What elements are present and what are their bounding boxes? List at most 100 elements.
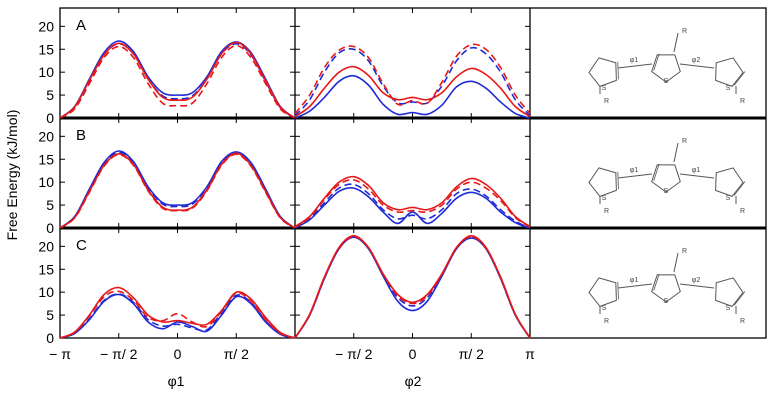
series-line-B-phi2-blue-solid bbox=[294, 187, 531, 229]
figure-frame bbox=[59, 7, 767, 339]
thiophene-ring bbox=[588, 277, 617, 307]
sulfur-label: S bbox=[664, 298, 669, 305]
substituent-label: R bbox=[740, 208, 745, 215]
thiophene-ring bbox=[651, 164, 681, 193]
substituent-label: R bbox=[682, 248, 687, 255]
inter-ring-bond bbox=[679, 63, 715, 69]
substituent-bond bbox=[673, 142, 679, 163]
series-line-C-phi2-red-solid bbox=[294, 234, 531, 339]
torsion-label-left: φ1 bbox=[630, 57, 639, 64]
series-line-C-phi1-red-solid bbox=[59, 286, 296, 339]
series-line-C-phi1-blue-dashed bbox=[59, 293, 296, 339]
series-line-A-phi1-blue-solid bbox=[59, 40, 296, 119]
double-bond bbox=[617, 281, 619, 300]
x-tick-label-phi2: π/ 2 bbox=[459, 346, 484, 362]
x-tick-label-phi1: − π/ 2 bbox=[100, 346, 138, 362]
y-tick-label: 10 bbox=[38, 174, 54, 190]
y-axis-label: Free Energy (kJ/mol) bbox=[4, 110, 20, 241]
y-tick-label: 0 bbox=[46, 220, 54, 236]
panel-label-A: A bbox=[76, 17, 86, 34]
x-axis-label-phi2: φ2 bbox=[405, 373, 422, 389]
sulfur-label: S bbox=[602, 195, 607, 202]
series-line-C-phi2-blue-dashed bbox=[294, 236, 531, 339]
sulfur-label: S bbox=[664, 188, 669, 195]
y-tick-label: 20 bbox=[38, 18, 54, 34]
double-bond bbox=[733, 181, 746, 196]
substituent-label: R bbox=[604, 208, 609, 215]
y-tick-label: 5 bbox=[46, 197, 54, 213]
thiophene-ring bbox=[715, 57, 744, 87]
x-tick-label-phi2: π bbox=[525, 346, 535, 362]
x-axis-label-phi1: φ1 bbox=[168, 373, 185, 389]
thiophene-ring bbox=[651, 274, 681, 303]
sulfur-label: S bbox=[726, 195, 731, 202]
series-line-B-phi1-red-solid bbox=[59, 152, 296, 229]
x-tick-label-phi1: − π bbox=[49, 346, 71, 362]
thiophene-ring bbox=[715, 167, 744, 197]
series-line-B-phi1-blue-solid bbox=[59, 150, 296, 229]
molecule-structure-B: S S Sφ1 φ1 R R R bbox=[588, 138, 746, 215]
sulfur-label: S bbox=[602, 305, 607, 312]
inter-ring-bond bbox=[617, 63, 653, 69]
series-line-A-phi2-red-dashed bbox=[294, 43, 531, 114]
y-tick-label: 0 bbox=[46, 330, 54, 346]
torsion-label-right: φ1 bbox=[692, 167, 701, 174]
sulfur-label: S bbox=[726, 305, 731, 312]
sulfur-label: S bbox=[664, 78, 669, 85]
inter-ring-bond bbox=[679, 173, 715, 179]
series-line-A-phi2-blue-dashed bbox=[294, 46, 531, 117]
substituent-label: R bbox=[604, 98, 609, 105]
series-line-A-phi1-red-solid bbox=[59, 41, 296, 119]
y-tick-label: 20 bbox=[38, 238, 54, 254]
series-line-B-phi1-blue-dashed bbox=[59, 151, 296, 229]
molecule-structure-C: S S Sφ1 φ2 R R R bbox=[588, 248, 746, 325]
substituent-label: R bbox=[682, 28, 687, 35]
sulfur-label: S bbox=[602, 85, 607, 92]
series-line-B-phi1-red-dashed bbox=[59, 153, 296, 229]
series-line-B-phi2-red-solid bbox=[294, 175, 531, 228]
substituent-label: R bbox=[604, 318, 609, 325]
y-tick-label: 10 bbox=[38, 284, 54, 300]
plot-layer: A 0 5 10 15 20 S S Sφ1 φ2 R R R B 0 5 10 15 20 S S Sφ1 φ1 R R R C 0… bbox=[38, 7, 767, 362]
substituent-bond bbox=[673, 252, 679, 273]
inter-ring-bond bbox=[617, 173, 653, 179]
substituent-bond bbox=[673, 32, 679, 53]
y-tick-label: 15 bbox=[38, 151, 54, 167]
series-line-B-phi2-red-dashed bbox=[294, 178, 531, 228]
panel-label-B: B bbox=[76, 127, 86, 144]
substituent-label: R bbox=[740, 318, 745, 325]
double-bond bbox=[733, 71, 746, 86]
series-line-A-phi1-red-dashed bbox=[59, 44, 296, 119]
torsion-label-right: φ2 bbox=[692, 57, 701, 64]
y-tick-label: 20 bbox=[38, 128, 54, 144]
double-bond bbox=[617, 171, 619, 190]
y-tick-label: 15 bbox=[38, 41, 54, 57]
torsion-label-left: φ1 bbox=[630, 277, 639, 284]
torsion-label-right: φ2 bbox=[692, 277, 701, 284]
thiophene-ring bbox=[715, 277, 744, 307]
torsion-label-left: φ1 bbox=[630, 167, 639, 174]
y-tick-label: 15 bbox=[38, 261, 54, 277]
sulfur-label: S bbox=[726, 85, 731, 92]
y-tick-label: 5 bbox=[46, 307, 54, 323]
y-tick-label: 10 bbox=[38, 64, 54, 80]
inter-ring-bond bbox=[617, 283, 653, 289]
y-tick-label: 0 bbox=[46, 110, 54, 126]
substituent-label: R bbox=[682, 138, 687, 145]
substituent-label: R bbox=[740, 98, 745, 105]
x-tick-label-phi1: π/ 2 bbox=[224, 346, 249, 362]
thiophene-ring bbox=[651, 54, 681, 83]
series-line-C-phi2-blue-solid bbox=[294, 236, 531, 339]
double-bond bbox=[653, 163, 660, 181]
x-tick-label-phi1: 0 bbox=[174, 346, 182, 362]
double-bond bbox=[733, 291, 746, 306]
inter-ring-bond bbox=[679, 283, 715, 289]
double-bond bbox=[653, 273, 660, 291]
series-line-C-phi1-blue-solid bbox=[59, 293, 296, 339]
thiophene-ring bbox=[588, 57, 617, 87]
molecule-structure-A: S S Sφ1 φ2 R R R bbox=[588, 28, 746, 105]
series-line-A-phi2-red-solid bbox=[294, 65, 531, 118]
x-tick-label-phi2: 0 bbox=[409, 346, 417, 362]
x-tick-label-phi2: − π/ 2 bbox=[335, 346, 373, 362]
